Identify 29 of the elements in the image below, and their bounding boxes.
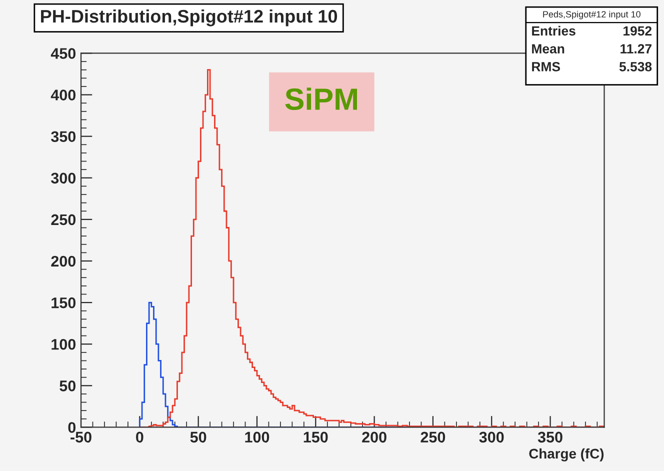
y-tick-label: 350 <box>51 131 76 142</box>
chart-title: PH-Distribution,Spigot#12 input 10 <box>41 9 338 26</box>
x-tick-label: 50 <box>190 432 206 443</box>
x-tick-label: 0 <box>136 432 144 443</box>
text: Peds,Spigot#12 input 10 <box>543 10 640 20</box>
annotation: SiPM <box>285 88 357 110</box>
y-tick-label: 250 <box>51 214 76 226</box>
x-tick-label: 350 <box>538 432 562 443</box>
x-tick-label: 150 <box>304 432 328 443</box>
text: 11.27 <box>620 44 652 54</box>
annotation: Mean <box>532 44 564 54</box>
annotation: RMS <box>532 62 560 72</box>
text: Entries <box>532 26 576 36</box>
y-tick-label: 450 <box>50 48 76 59</box>
x-tick-label: 250 <box>420 432 446 443</box>
y-tick-label: 150 <box>52 297 76 308</box>
x-tick-label: 200 <box>362 432 386 443</box>
y-tick-label: 300 <box>51 172 76 184</box>
y-tick-label: 200 <box>51 256 76 267</box>
y-tick-label: 0 <box>68 422 76 433</box>
x-tick-label: -50 <box>70 432 92 443</box>
y-tick-label: 100 <box>52 338 76 350</box>
y-tick-label: 400 <box>50 90 76 100</box>
x-axis-title: Charge (fC) <box>529 448 604 462</box>
y-tick-label: 50 <box>60 380 76 392</box>
x-tick-label: 300 <box>479 432 504 443</box>
text: 5.538 <box>619 62 652 72</box>
text: 1952 <box>624 26 652 36</box>
x-tick-label: 100 <box>245 432 270 443</box>
